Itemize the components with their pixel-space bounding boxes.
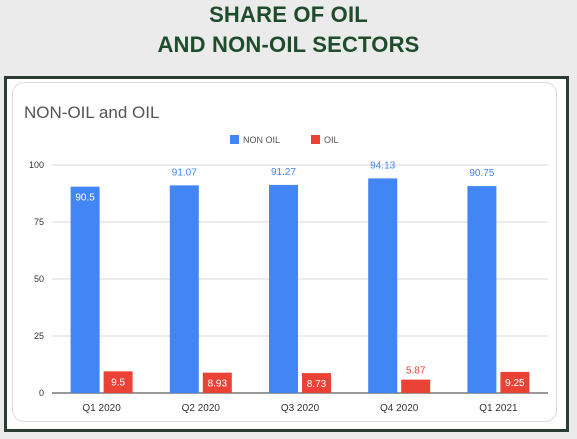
bar-non-oil (269, 184, 298, 393)
y-tick-label: 100 (29, 160, 44, 170)
x-tick-label: Q1 2021 (479, 403, 518, 414)
data-label: 90.5 (75, 193, 95, 204)
data-label: 9.25 (505, 378, 525, 389)
bar-oil (302, 373, 331, 393)
data-label: 91.07 (172, 167, 197, 178)
x-tick-label: Q1 2020 (82, 403, 121, 414)
legend: NON OIL OIL (230, 135, 339, 145)
gridlines (52, 164, 548, 394)
page-header: SHARE OF OIL AND NON-OIL SECTORS (0, 0, 577, 70)
legend-label: NON OIL (243, 135, 280, 145)
y-axis: 0 25 50 75 100 (29, 160, 44, 398)
data-label: 8.73 (307, 379, 327, 390)
bars: 90.5 9.5 91.07 8.93 91.27 8.73 94.13 5.87 90.75 9… (70, 160, 530, 393)
bar-oil (401, 379, 431, 393)
legend-label: OIL (324, 135, 339, 145)
y-tick-label: 75 (34, 217, 44, 227)
y-tick-label: 25 (34, 331, 44, 341)
bar-non-oil (70, 186, 100, 393)
data-label: 90.75 (469, 168, 494, 179)
bar-non-oil (467, 186, 497, 393)
x-tick-label: Q3 2020 (281, 403, 320, 414)
legend-swatch (311, 135, 320, 144)
bar-oil (202, 372, 232, 393)
data-label: 91.27 (271, 167, 296, 178)
data-label: 9.5 (111, 377, 125, 388)
bar-non-oil (169, 185, 199, 393)
bar-oil (500, 371, 530, 393)
legend-swatch (230, 135, 239, 144)
header-title-line1: SHARE OF OIL (209, 2, 368, 27)
bar-oil (103, 371, 133, 393)
x-axis: Q1 2020 Q2 2020 Q3 2020 Q4 2020 Q1 2021 (82, 403, 518, 414)
data-label: 94.13 (370, 160, 395, 171)
header-title-line2: AND NON-OIL SECTORS (157, 32, 420, 57)
y-tick-label: 50 (34, 274, 44, 284)
chart-title: NON-OIL and OIL (24, 103, 159, 122)
x-tick-label: Q2 2020 (182, 403, 221, 414)
x-tick-label: Q4 2020 (380, 403, 419, 414)
data-label: 8.93 (208, 379, 228, 390)
bar-non-oil (368, 178, 398, 393)
y-tick-label: 0 (39, 388, 44, 398)
data-label: 5.87 (406, 366, 426, 377)
